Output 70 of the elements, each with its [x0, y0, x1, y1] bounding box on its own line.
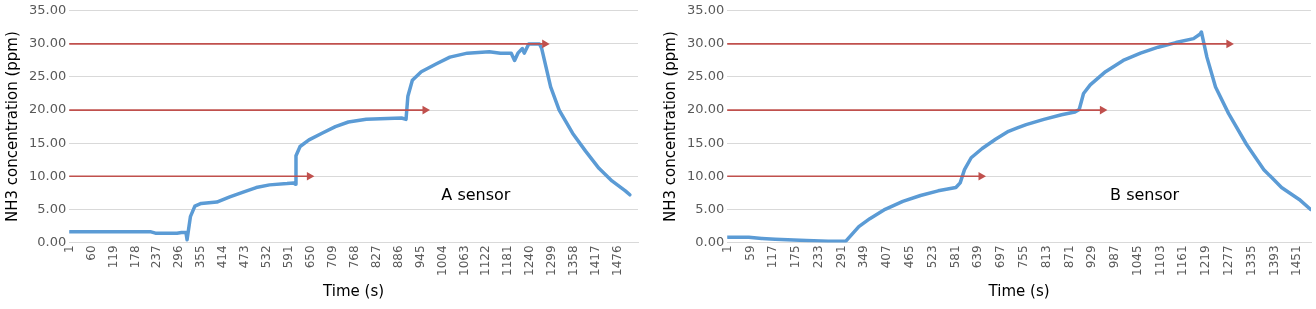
y-tick-label: 30.00 [29, 35, 67, 51]
x-tick-label: 827 [368, 245, 383, 269]
x-tick-label: 178 [127, 245, 142, 269]
x-tick-label: 929 [1084, 245, 1099, 269]
x-tick-label: 1417 [588, 245, 603, 277]
x-tick-label: 1393 [1266, 245, 1281, 277]
x-tick-label: 1451 [1289, 245, 1304, 277]
x-tick-label: 291 [833, 245, 848, 269]
x-tick-label: 473 [237, 245, 252, 269]
x-tick-label: 119 [105, 245, 120, 269]
x-tick-label: 871 [1061, 245, 1076, 269]
x-tick-label: 1299 [544, 245, 559, 277]
annotation: A sensor [441, 185, 511, 205]
y-tick-label: 10.00 [687, 167, 725, 183]
x-tick-label: 709 [324, 245, 339, 269]
x-tick-label: 1004 [434, 245, 449, 277]
x-tick-label: 60 [83, 245, 98, 261]
x-tick-label: 237 [149, 245, 164, 269]
x-tick-label: 945 [412, 245, 427, 269]
x-tick-label: 591 [281, 245, 296, 269]
y-tick-label: 5.00 [695, 200, 725, 216]
x-tick-label: 1219 [1198, 245, 1213, 277]
y-tick-label: 30.00 [687, 35, 725, 51]
x-tick-label: 1277 [1221, 245, 1236, 277]
y-tick-label: 35.00 [687, 2, 725, 18]
x-tick-label: 650 [302, 245, 317, 269]
x-tick-label: 987 [1107, 245, 1122, 269]
x-tick-label: 296 [171, 245, 186, 269]
x-tick-label: 1045 [1129, 245, 1144, 277]
x-tick-label: 355 [193, 245, 208, 269]
x-tick-label: 581 [947, 245, 962, 269]
x-tick-label: 175 [788, 245, 803, 269]
x-tick-label: 1103 [1152, 245, 1167, 277]
y-tick-label: 25.00 [687, 68, 725, 84]
x-tick-label: 1335 [1243, 245, 1258, 277]
x-tick-label: 886 [390, 245, 405, 269]
x-tick-label: 1476 [610, 245, 625, 277]
x-tick-label: 639 [970, 245, 985, 269]
x-tick-label: 349 [856, 245, 871, 269]
y-tick-label: 10.00 [29, 167, 67, 183]
x-tick-label: 697 [993, 245, 1008, 269]
annotation: B sensor [1110, 185, 1180, 205]
y-tick-label: 5.00 [37, 200, 67, 216]
x-tick-label: 1161 [1175, 245, 1190, 277]
x-tick-label: 755 [1015, 245, 1030, 269]
x-axis-title: Time (s) [987, 281, 1050, 300]
y-axis-title: NH3 concentration (ppm) [2, 31, 21, 223]
y-tick-label: 20.00 [29, 101, 67, 117]
x-tick-label: 407 [879, 245, 894, 269]
x-tick-label: 414 [215, 245, 230, 269]
y-tick-label: 35.00 [29, 2, 67, 18]
x-tick-label: 813 [1038, 245, 1053, 269]
x-tick-label: 233 [810, 245, 825, 269]
y-tick-label: 25.00 [29, 68, 67, 84]
x-tick-label: 1063 [456, 245, 471, 277]
y-tick-label: 20.00 [687, 101, 725, 117]
x-axis-title: Time (s) [322, 281, 385, 300]
x-tick-label: 532 [259, 245, 274, 269]
x-tick-label: 1181 [500, 245, 515, 277]
x-tick-label: 1240 [522, 245, 537, 277]
y-tick-label: 15.00 [687, 134, 725, 150]
x-tick-label: 768 [346, 245, 361, 269]
x-tick-label: 1122 [478, 245, 493, 277]
x-tick-label: 117 [765, 245, 780, 269]
x-tick-label: 1358 [566, 245, 581, 277]
y-tick-label: 15.00 [29, 134, 67, 150]
y-axis-title: NH3 concentration (ppm) [660, 31, 679, 223]
x-tick-label: 465 [902, 245, 917, 269]
x-tick-label: 59 [742, 245, 757, 261]
x-tick-label: 523 [924, 245, 939, 269]
